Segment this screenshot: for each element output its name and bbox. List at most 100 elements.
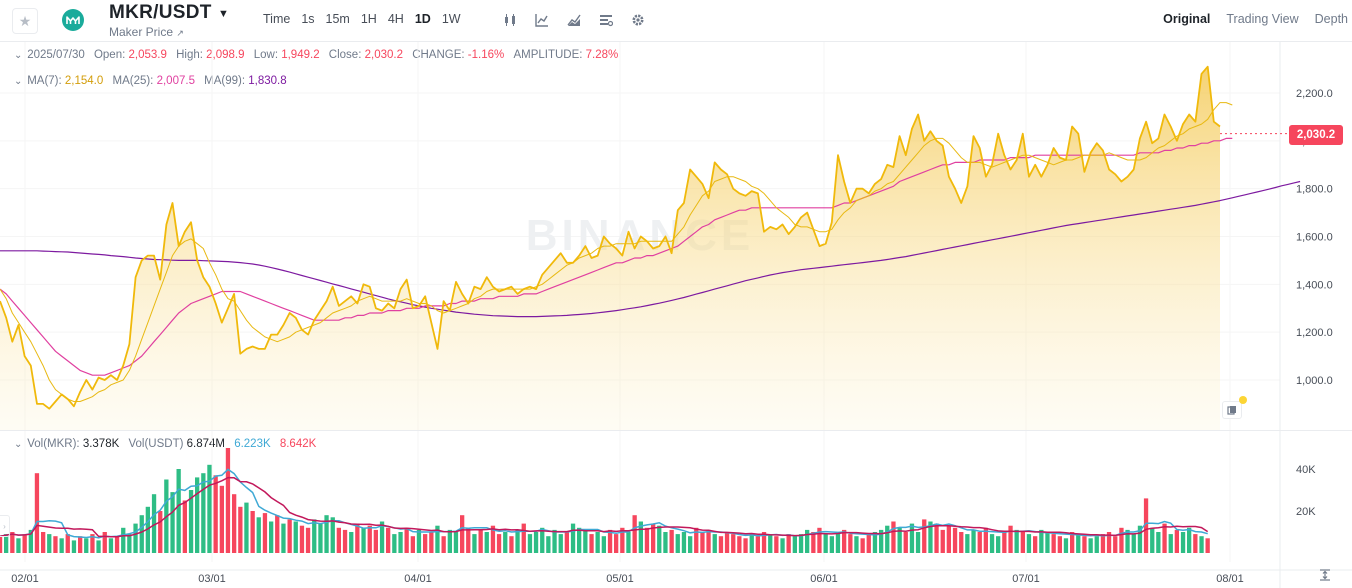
favorite-star-icon[interactable]: ★ <box>12 8 38 34</box>
volume-bar <box>1057 536 1062 553</box>
volume-bar <box>989 534 995 553</box>
volume-bar <box>1199 536 1204 553</box>
volume-bar <box>897 527 902 553</box>
maker-logo-icon <box>62 9 84 31</box>
volume-bar <box>731 534 736 553</box>
volume-bar <box>170 492 175 553</box>
expand-handle-icon[interactable]: › <box>0 515 10 537</box>
indicators-icon[interactable] <box>526 12 558 28</box>
vol-mkr-value: 3.378K <box>82 438 120 450</box>
fit-screen-icon[interactable] <box>1318 568 1332 582</box>
volume-bar <box>614 534 619 553</box>
candle-type-icon[interactable] <box>494 12 526 28</box>
volume-bar <box>971 529 976 553</box>
volume-bar <box>842 529 847 553</box>
volume-bar <box>373 529 378 553</box>
volume-bar <box>238 506 243 553</box>
collapse-chevron-icon[interactable]: ⌄ <box>14 439 23 450</box>
volume-bar <box>805 529 810 553</box>
volume-bar <box>1137 525 1143 553</box>
volume-bar <box>336 527 341 553</box>
price-axis-label: 1,400.0 <box>1296 279 1333 291</box>
interval-tab-15m[interactable]: 15m <box>325 12 350 26</box>
volume-bar <box>546 536 551 553</box>
price-volume-chart[interactable]: 2,200.02,000.01,800.01,600.01,400.01,200… <box>0 42 1352 588</box>
volume-bar <box>663 532 668 553</box>
volume-bar <box>410 536 415 553</box>
settings-icon[interactable] <box>622 12 654 28</box>
price-axis-label: 2,200.0 <box>1296 88 1333 100</box>
volume-bar <box>71 540 77 553</box>
volume-bar <box>1063 538 1069 553</box>
volume-bar <box>854 536 859 553</box>
volume-bar <box>577 527 582 553</box>
interval-tab-1w[interactable]: 1W <box>441 12 461 26</box>
volume-bar <box>749 534 754 553</box>
volume-ma10-line <box>0 476 1209 538</box>
volume-bar <box>1150 527 1155 553</box>
volume-bar <box>644 527 650 553</box>
volume-bar <box>533 532 539 553</box>
volume-bar <box>564 532 569 553</box>
volume-bar <box>472 534 477 553</box>
amplitude-value: 7.28% <box>585 49 619 61</box>
volume-bar <box>1070 532 1075 553</box>
volume-bar <box>909 523 915 553</box>
volume-bar <box>1014 529 1019 553</box>
pair-title[interactable]: MKR/USDT <box>109 2 212 23</box>
view-tab-trading-view[interactable]: Trading View <box>1226 12 1299 26</box>
low-value: 1,949.2 <box>281 49 320 61</box>
volume-bar <box>835 532 841 553</box>
pair-subtitle-link[interactable]: Maker Price ↗ <box>109 25 184 39</box>
compare-icon[interactable] <box>558 12 590 28</box>
collapse-chevron-icon[interactable]: ⌄ <box>14 76 23 87</box>
ma99-value: 1,830.8 <box>248 75 287 87</box>
view-tab-depth[interactable]: Depth <box>1314 12 1348 26</box>
volume-bar <box>595 532 600 553</box>
interval-tab-1d[interactable]: 1D <box>414 12 431 26</box>
volume-bar <box>41 532 46 553</box>
view-tab-original[interactable]: Original <box>1163 12 1211 26</box>
ma25-label: MA(25): <box>112 75 154 87</box>
pane-divider[interactable] <box>0 430 1352 431</box>
volume-bar <box>786 534 791 553</box>
volume-bar <box>1106 532 1112 553</box>
price-axis-label: 1,800.0 <box>1296 184 1333 196</box>
volume-bar <box>1143 498 1149 553</box>
volume-bar <box>256 517 261 553</box>
volume-bar <box>712 534 717 553</box>
interval-tab-1s[interactable]: 1s <box>301 12 315 26</box>
collapse-chevron-icon[interactable]: ⌄ <box>14 50 23 61</box>
volume-bar <box>669 529 674 553</box>
ohlc-legend: ⌄ 2025/07/30 Open: 2,053.9 High: 2,098.9… <box>14 49 618 61</box>
volume-bar <box>1174 529 1179 553</box>
interval-tab-4h[interactable]: 4H <box>387 12 404 26</box>
volume-bar <box>1180 532 1186 553</box>
price-axis-label: 1,000.0 <box>1296 375 1333 387</box>
volume-bar <box>928 521 933 553</box>
volume-bar <box>558 534 563 553</box>
volume-bar <box>934 523 939 553</box>
volume-bar <box>1168 534 1173 553</box>
volume-bar <box>879 529 884 553</box>
volume-bar <box>342 529 348 553</box>
volume-bar <box>607 529 613 553</box>
volume-bar <box>460 515 465 553</box>
ma-legend: ⌄ MA(7): 2,154.0 MA(25): 2,007.5 MA(99):… <box>14 75 287 87</box>
volume-bar <box>866 534 871 553</box>
notes-icon[interactable] <box>1222 401 1242 419</box>
volume-bar <box>330 517 335 553</box>
volume-bar <box>496 534 502 553</box>
volume-bar <box>139 515 144 553</box>
interval-tab-1h[interactable]: 1H <box>360 12 377 26</box>
pair-dropdown-caret-icon[interactable]: ▼ <box>218 8 229 20</box>
volume-bar <box>151 494 157 553</box>
volume-bar <box>133 523 138 553</box>
volume-bar <box>324 515 329 553</box>
template-icon[interactable] <box>590 12 622 28</box>
volume-bar <box>940 529 945 553</box>
interval-tab-time[interactable]: Time <box>263 12 291 26</box>
volume-bar <box>891 521 896 553</box>
volume-bar <box>423 534 428 553</box>
volume-bar <box>1193 534 1198 553</box>
